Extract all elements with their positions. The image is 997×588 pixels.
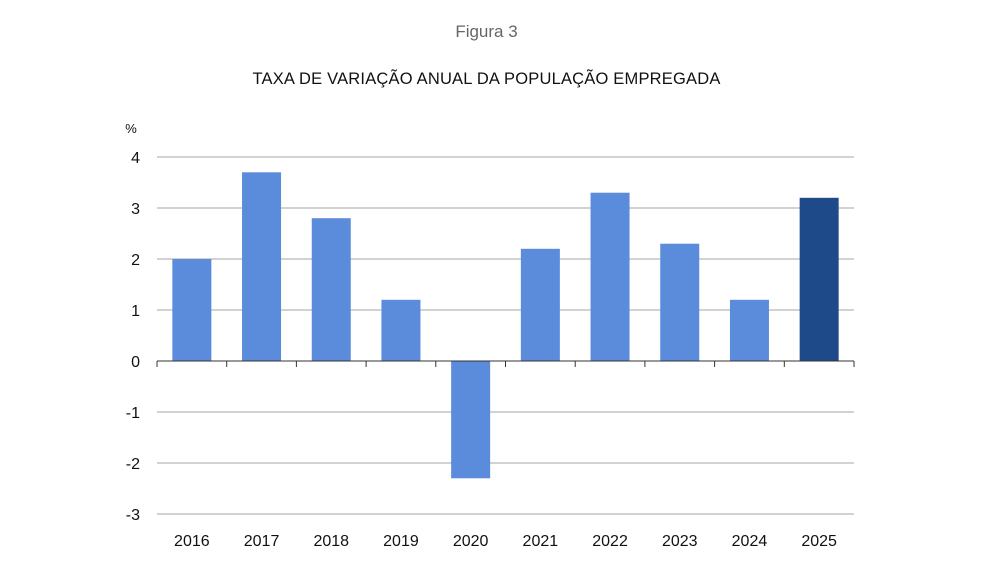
bar-2019	[381, 299, 421, 361]
x-tick-label: 2024	[732, 533, 768, 550]
bar-2025	[799, 197, 839, 361]
y-tick-label: 3	[131, 201, 140, 218]
bar-2017	[242, 172, 282, 361]
y-tick-label: 2	[131, 252, 140, 269]
bar-2016	[172, 259, 212, 361]
y-tick-label: -3	[126, 507, 140, 524]
y-tick-label: 1	[131, 303, 140, 320]
figure-label: Figura 3	[455, 22, 518, 41]
y-tick-label: -2	[126, 456, 140, 473]
x-tick-label: 2019	[383, 533, 419, 550]
x-tick-label: 2025	[801, 533, 837, 550]
y-tick-label: 4	[131, 150, 140, 167]
bar-2024	[729, 299, 769, 361]
chart-title: TAXA DE VARIAÇÃO ANUAL DA POPULAÇÃO EMPR…	[252, 70, 721, 88]
bar-2020	[451, 361, 491, 479]
y-tick-label: -1	[126, 405, 140, 422]
x-tick-label: 2018	[313, 533, 349, 550]
x-tick-label: 2020	[453, 533, 489, 550]
bar-2021	[520, 248, 560, 361]
x-tick-label: 2016	[174, 533, 210, 550]
bar-2022	[590, 192, 630, 361]
y-axis-unit-label: %	[125, 121, 137, 136]
bar-2023	[660, 243, 700, 361]
x-tick-label: 2021	[523, 533, 559, 550]
x-tick-label: 2023	[662, 533, 698, 550]
x-tick-label: 2017	[244, 533, 280, 550]
x-tick-label: 2022	[592, 533, 628, 550]
bar-2018	[311, 218, 351, 361]
y-tick-label: 0	[131, 354, 140, 371]
